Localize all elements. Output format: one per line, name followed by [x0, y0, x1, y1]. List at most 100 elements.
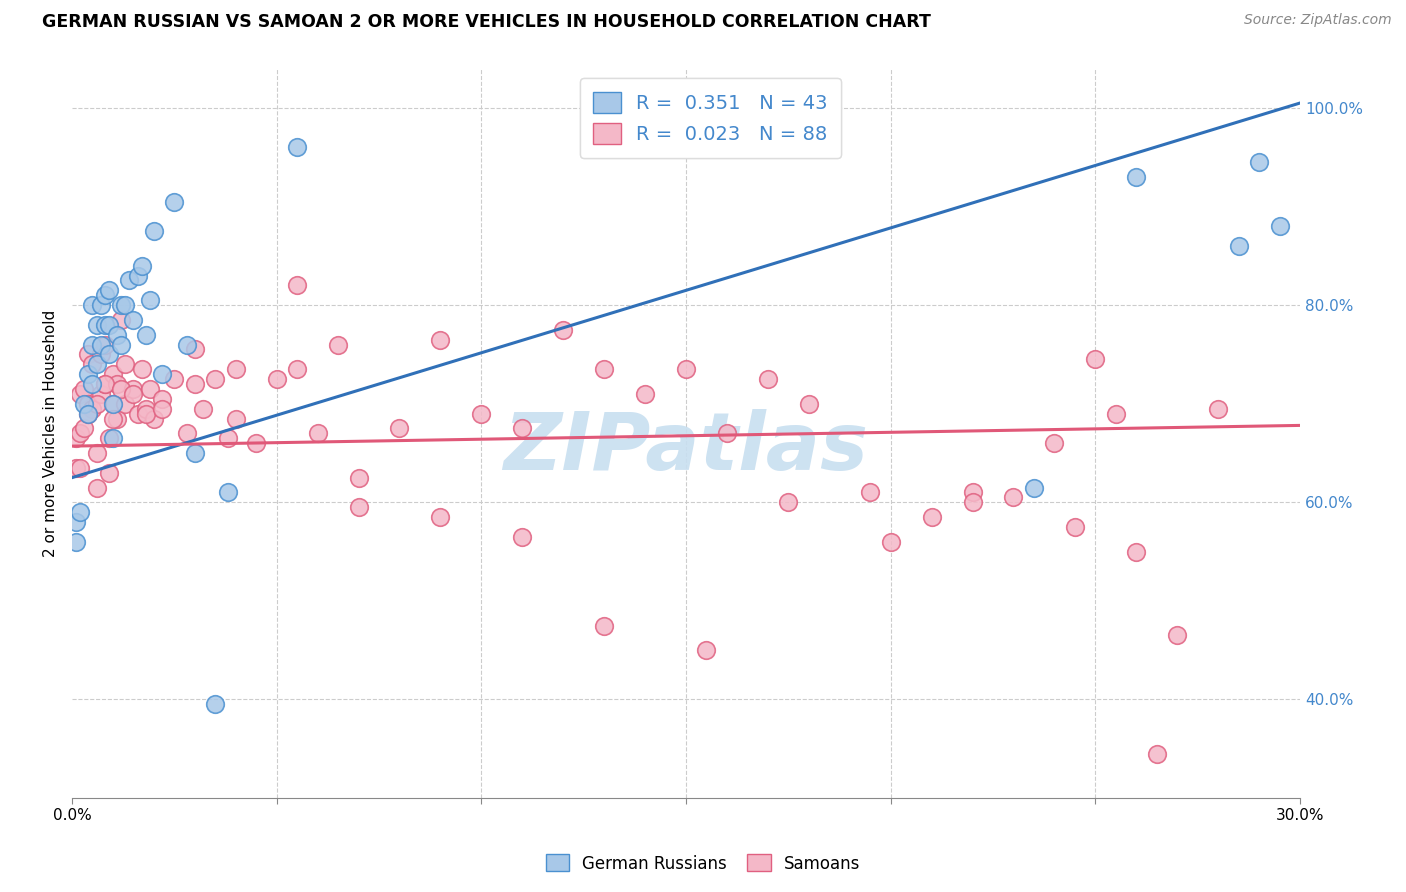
Point	[245, 436, 267, 450]
Point	[118, 273, 141, 287]
Point	[86, 397, 108, 411]
Point	[139, 293, 162, 308]
Y-axis label: 2 or more Vehicles in Household: 2 or more Vehicles in Household	[44, 310, 58, 557]
Point	[97, 347, 120, 361]
Point	[347, 500, 370, 515]
Point	[695, 643, 717, 657]
Point	[756, 372, 779, 386]
Point	[131, 362, 153, 376]
Point	[77, 397, 100, 411]
Point	[77, 347, 100, 361]
Point	[285, 362, 308, 376]
Point	[90, 347, 112, 361]
Point	[675, 362, 697, 376]
Point	[285, 140, 308, 154]
Point	[429, 333, 451, 347]
Point	[97, 318, 120, 332]
Point	[86, 357, 108, 371]
Point	[97, 466, 120, 480]
Point	[135, 407, 157, 421]
Point	[204, 698, 226, 712]
Point	[1227, 239, 1250, 253]
Point	[65, 534, 87, 549]
Point	[94, 376, 117, 391]
Point	[163, 194, 186, 209]
Point	[94, 288, 117, 302]
Point	[127, 268, 149, 283]
Point	[69, 505, 91, 519]
Text: GERMAN RUSSIAN VS SAMOAN 2 OR MORE VEHICLES IN HOUSEHOLD CORRELATION CHART: GERMAN RUSSIAN VS SAMOAN 2 OR MORE VEHIC…	[42, 13, 931, 31]
Point	[176, 337, 198, 351]
Point	[347, 470, 370, 484]
Point	[859, 485, 882, 500]
Point	[510, 421, 533, 435]
Point	[1022, 481, 1045, 495]
Point	[225, 362, 247, 376]
Point	[82, 401, 104, 416]
Point	[69, 460, 91, 475]
Point	[114, 298, 136, 312]
Point	[1002, 491, 1025, 505]
Point	[1249, 155, 1271, 169]
Point	[110, 382, 132, 396]
Point	[1146, 747, 1168, 761]
Point	[1125, 169, 1147, 184]
Point	[1206, 401, 1229, 416]
Point	[73, 397, 96, 411]
Point	[77, 367, 100, 381]
Point	[94, 376, 117, 391]
Point	[69, 426, 91, 441]
Text: Source: ZipAtlas.com: Source: ZipAtlas.com	[1244, 13, 1392, 28]
Point	[1063, 520, 1085, 534]
Point	[139, 382, 162, 396]
Point	[1043, 436, 1066, 450]
Point	[184, 376, 207, 391]
Point	[510, 530, 533, 544]
Point	[1105, 407, 1128, 421]
Point	[429, 510, 451, 524]
Point	[634, 387, 657, 401]
Point	[94, 337, 117, 351]
Point	[150, 392, 173, 406]
Point	[97, 283, 120, 297]
Point	[69, 387, 91, 401]
Point	[122, 382, 145, 396]
Point	[142, 224, 165, 238]
Point	[921, 510, 943, 524]
Point	[105, 411, 128, 425]
Point	[82, 357, 104, 371]
Point	[73, 421, 96, 435]
Point	[77, 407, 100, 421]
Point	[82, 298, 104, 312]
Point	[388, 421, 411, 435]
Point	[114, 357, 136, 371]
Point	[114, 397, 136, 411]
Legend: R =  0.351   N = 43, R =  0.023   N = 88: R = 0.351 N = 43, R = 0.023 N = 88	[579, 78, 841, 158]
Point	[94, 318, 117, 332]
Point	[135, 401, 157, 416]
Point	[1268, 219, 1291, 234]
Text: ZIPatlas: ZIPatlas	[503, 409, 869, 487]
Point	[101, 431, 124, 445]
Point	[778, 495, 800, 509]
Point	[101, 367, 124, 381]
Point	[470, 407, 492, 421]
Point	[110, 337, 132, 351]
Point	[73, 382, 96, 396]
Point	[127, 407, 149, 421]
Point	[86, 446, 108, 460]
Point	[142, 411, 165, 425]
Point	[101, 411, 124, 425]
Point	[86, 318, 108, 332]
Point	[553, 323, 575, 337]
Legend: German Russians, Samoans: German Russians, Samoans	[538, 847, 868, 880]
Point	[122, 313, 145, 327]
Point	[150, 401, 173, 416]
Point	[77, 407, 100, 421]
Point	[150, 367, 173, 381]
Point	[97, 431, 120, 445]
Point	[266, 372, 288, 386]
Point	[90, 298, 112, 312]
Point	[1166, 628, 1188, 642]
Point	[110, 298, 132, 312]
